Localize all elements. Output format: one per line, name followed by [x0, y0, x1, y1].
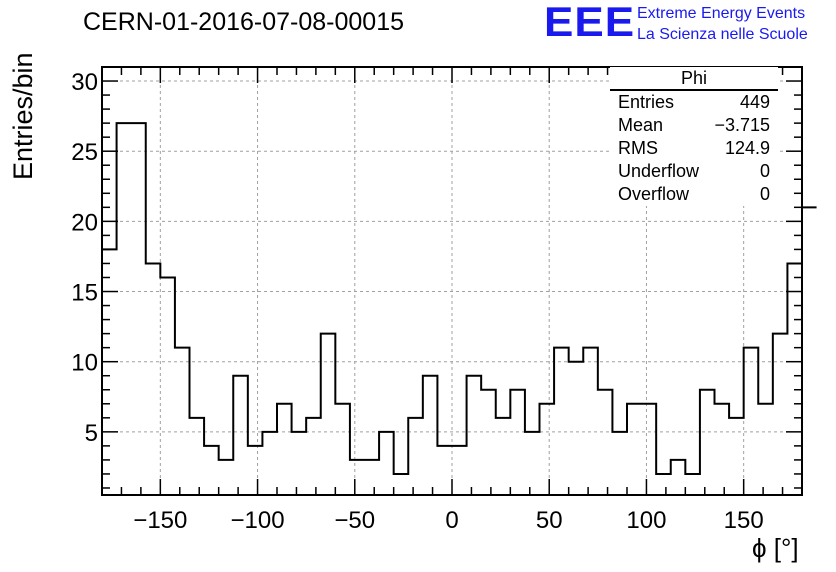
histogram-line — [102, 122, 817, 475]
stats-box: Phi Entries 449 Mean −3.715 RMS 124.9 Un… — [610, 67, 778, 206]
y-tick-label: 15 — [71, 280, 98, 307]
histogram-bin — [729, 418, 744, 495]
histogram-bin — [758, 404, 773, 495]
stats-value: 0 — [759, 184, 770, 204]
y-axis-label: Entries/bin — [8, 52, 38, 180]
histogram-bin — [306, 418, 321, 495]
histogram-bin — [190, 418, 205, 495]
y-tick-label: 30 — [71, 69, 98, 96]
x-tick-label: 0 — [445, 507, 458, 534]
histogram-bin — [408, 418, 423, 495]
histogram-bin — [365, 460, 380, 495]
histogram-bin — [321, 334, 336, 495]
histogram-bin — [335, 404, 350, 495]
histogram-bin — [627, 404, 642, 495]
histogram-bin — [802, 207, 817, 495]
x-tick-label: 100 — [626, 507, 666, 534]
y-tick-label: 5 — [85, 420, 98, 447]
histogram-bin — [131, 123, 146, 495]
histogram-bin — [394, 474, 409, 495]
histogram-bin — [642, 404, 657, 495]
x-tick-label: −100 — [231, 507, 285, 534]
histogram-bin — [160, 277, 175, 495]
histogram-bin — [656, 474, 671, 495]
x-tick-label: 50 — [536, 507, 563, 534]
histogram-bin — [700, 390, 715, 495]
logo-line-extreme-energy-events: Extreme Energy Events — [637, 5, 806, 22]
histogram-bin — [510, 390, 525, 495]
histogram-bin — [204, 446, 219, 495]
stats-key: RMS — [618, 138, 658, 158]
histogram-bin — [277, 404, 292, 495]
eee-logo-mark: EEE — [544, 0, 636, 46]
histogram-bin — [423, 376, 438, 495]
histogram-bin — [773, 334, 788, 495]
stats-key: Entries — [618, 92, 675, 112]
histogram-bin — [379, 432, 394, 495]
histogram-bin — [598, 390, 613, 495]
stats-value: 124.9 — [724, 138, 770, 158]
stats-key: Underflow — [618, 161, 700, 181]
histogram-bin — [481, 390, 496, 495]
histogram-bin — [117, 123, 132, 495]
y-tick-label: 25 — [71, 139, 98, 166]
histogram-bin — [248, 446, 263, 495]
histogram-bin — [233, 376, 248, 495]
stats-key: Mean — [618, 115, 664, 135]
histogram-bin — [102, 249, 117, 495]
histogram-bin — [671, 460, 686, 495]
eee-logo: EEE Extreme Energy Events La Scienza nel… — [544, 0, 834, 48]
y-tick-label: 20 — [71, 209, 98, 236]
x-axis-label: ϕ [°] — [752, 533, 799, 563]
logo-line-la-scienza: La Scienza nelle Scuole — [637, 26, 808, 43]
histogram-bin — [292, 432, 307, 495]
stats-value: 0 — [759, 161, 770, 181]
histogram-bin — [175, 348, 190, 495]
histogram-bin — [467, 376, 482, 495]
histogram-bin — [554, 348, 569, 495]
histogram-bin — [437, 446, 452, 495]
histogram-bin — [452, 446, 467, 495]
stats-key: Overflow — [618, 184, 690, 204]
stats-value: 449 — [739, 92, 770, 112]
histogram-bin — [146, 263, 161, 495]
histogram-bin — [583, 348, 598, 495]
histogram-bin — [540, 404, 555, 495]
stats-row-underflow: Underflow 0 — [610, 160, 778, 183]
histogram-bin — [262, 432, 277, 495]
histogram-bin — [744, 348, 759, 495]
stats-title: Phi — [610, 67, 778, 91]
stats-row-mean: Mean −3.715 — [610, 114, 778, 137]
stats-value: −3.715 — [714, 115, 770, 135]
histogram-bin — [219, 460, 234, 495]
histogram-bin — [496, 418, 511, 495]
stats-row-rms: RMS 124.9 — [610, 137, 778, 160]
histogram-bin — [612, 432, 627, 495]
histogram-bin — [715, 404, 730, 495]
x-tick-label: −150 — [133, 507, 187, 534]
x-tick-label: 150 — [724, 507, 764, 534]
run-title: CERN-01-2016-07-08-00015 — [83, 8, 405, 36]
histogram-bin — [525, 432, 540, 495]
histogram-bin — [350, 460, 365, 495]
stats-row-overflow: Overflow 0 — [610, 183, 778, 206]
y-tick-label: 10 — [71, 350, 98, 377]
stats-row-entries: Entries 449 — [610, 91, 778, 114]
x-tick-label: −50 — [334, 507, 375, 534]
histogram-bin — [569, 362, 584, 495]
histogram-bin — [685, 474, 700, 495]
